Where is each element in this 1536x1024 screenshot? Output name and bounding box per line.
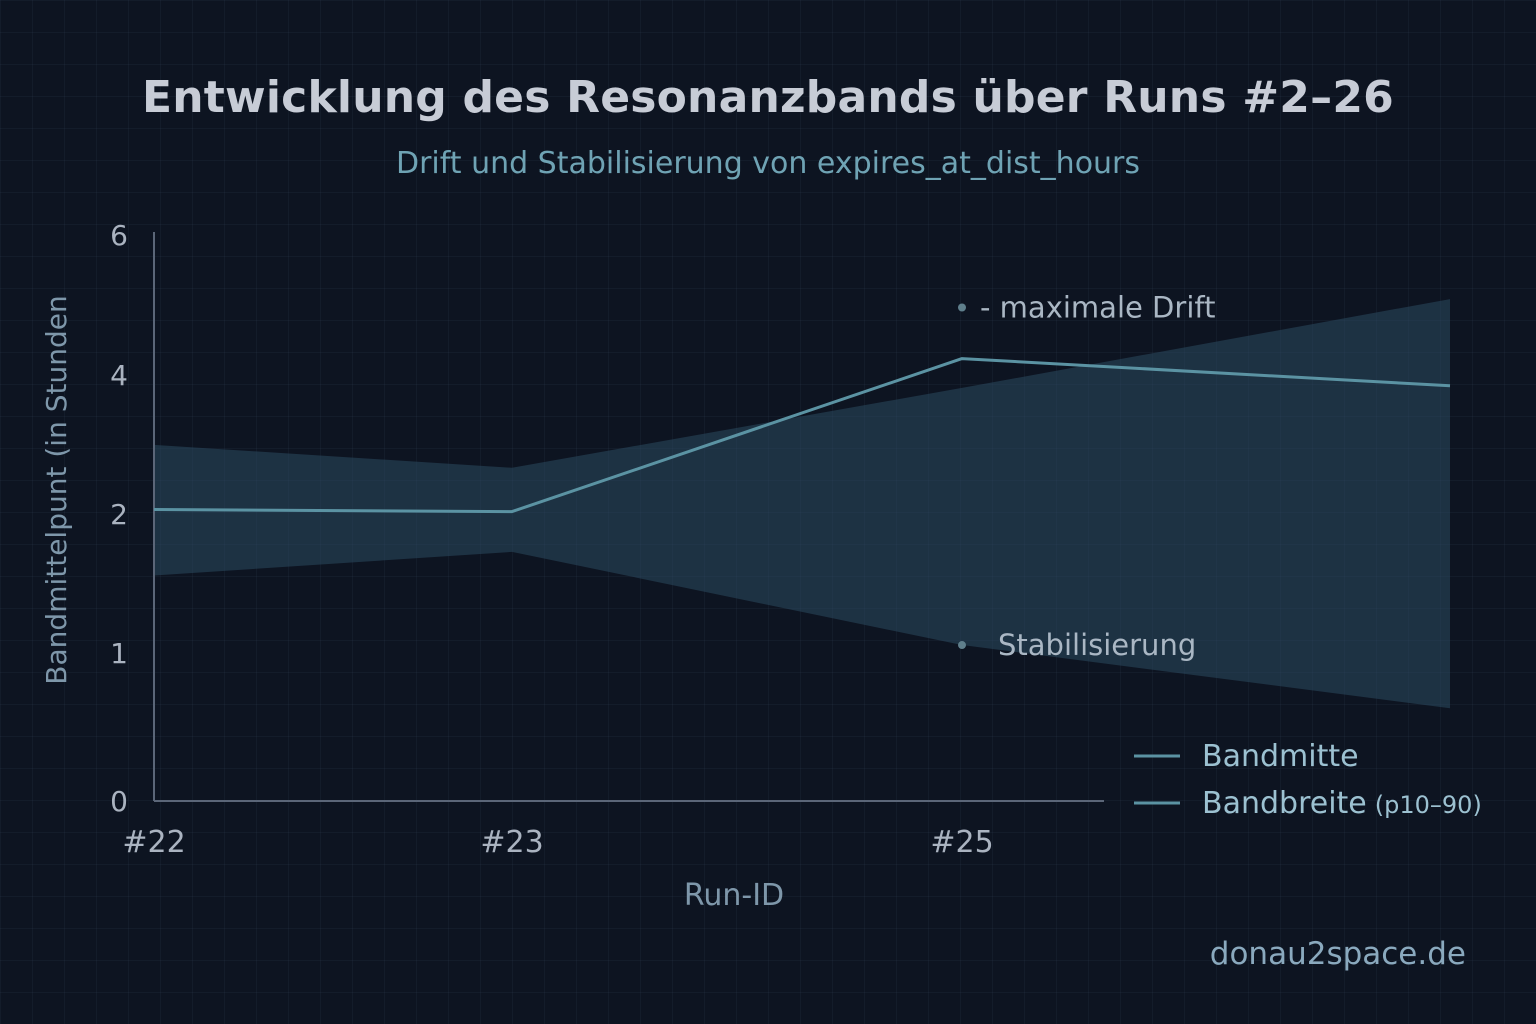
x-axis-title: Run-ID [684, 878, 784, 913]
annotation-marker [958, 641, 966, 650]
y-axis-title: Bandmittelpunt (in Stunden [40, 295, 73, 684]
y-tick-label: 1 [110, 637, 128, 670]
annotation-marker [958, 303, 966, 312]
legend-label: Bandmitte [1202, 739, 1359, 774]
chart-title: Entwicklung des Resonanzbands über Runs … [142, 72, 1394, 123]
y-tick-label: 2 [110, 498, 128, 531]
x-tick-label: #22 [122, 825, 185, 860]
band-area [154, 299, 1450, 709]
legend-label: Bandbreite (p10–90) [1202, 786, 1482, 821]
legend-label-suffix: (p10–90) [1375, 791, 1482, 819]
y-tick-label: 6 [110, 219, 128, 252]
annotation-label: - maximale Drift [980, 291, 1215, 325]
chart-subtitle: Drift und Stabilisierung von expires_at_… [395, 146, 1141, 181]
series-line-bandmitte [153, 357, 1451, 514]
x-tick-label: #23 [480, 825, 543, 860]
y-tick-label: 4 [110, 359, 128, 392]
y-tick-label: 0 [110, 785, 128, 818]
x-tick-label: #25 [930, 825, 993, 860]
site-watermark: donau2space.de [1209, 936, 1466, 972]
annotation-label: Stabilisierung [998, 628, 1196, 662]
